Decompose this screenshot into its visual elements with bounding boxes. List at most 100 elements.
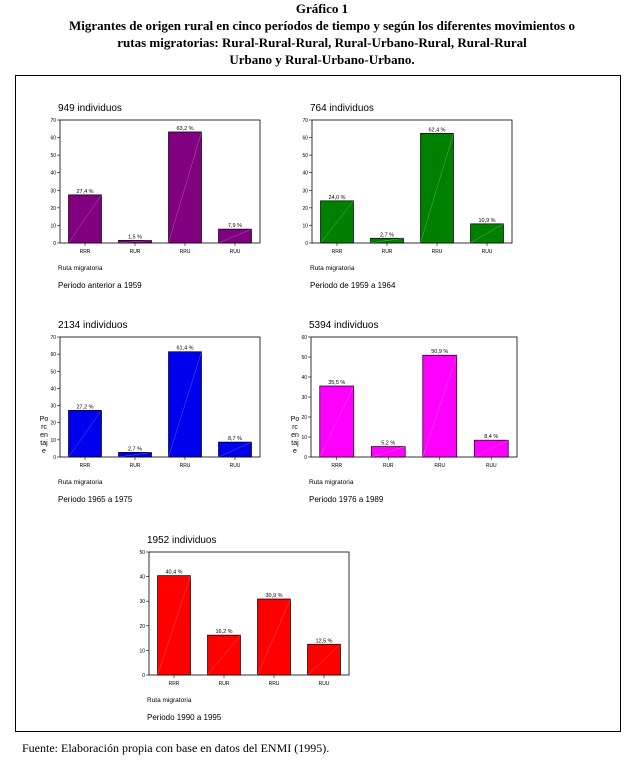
bar-sheen [422,355,457,458]
y-tick-label: 50 [50,369,56,375]
x-tick-label: RRU [434,463,445,469]
bar-chart-3: 2134 individuos 0 10 20 30 40 50 60 70 27,2 % RRR 2… [40,320,261,504]
data-label: 12,5 % [315,638,332,644]
bar-sheen [319,385,354,458]
data-label: 7,9 % [228,223,242,229]
bar-sheen [168,351,202,458]
data-label: 10,9 % [478,218,495,224]
y-tick-label: 40 [50,386,56,392]
data-label: 30,9 % [265,593,282,599]
y-tick-label: 40 [301,375,307,381]
bar-rrr [68,410,102,458]
chart-title: 764 individuos [310,103,374,114]
data-label: 27,2 % [76,404,93,410]
bar-rrr [319,385,355,458]
data-label: 16,2 % [215,629,232,635]
x-tick-label: RUU [486,463,497,469]
bar-rrr [157,575,191,676]
y-axis-label: Po rc en taj e [291,416,300,455]
bar-sheen [371,446,406,458]
y-tick-label: 30 [139,599,145,605]
y-tick-label: 30 [50,404,56,410]
y-tick-label: 70 [50,335,56,341]
y-tick-label: 20 [139,624,145,630]
period-label: Periodo 1965 a 1975 [58,495,133,504]
x-tick-label: RRR [169,681,180,687]
bar-sheen [207,635,241,676]
chart-title: 1952 individuos [147,535,217,546]
y-tick-label: 30 [302,188,308,194]
bar-sheen [218,441,252,458]
bar-sheen [257,598,291,676]
x-axis-label: Ruta migratoria [147,697,192,704]
x-tick-label: RUR [130,463,141,469]
data-label: 2,7 % [128,446,142,452]
period-label: Periodo de 1959 a 1964 [310,281,396,290]
data-label: 1,5 % [128,234,142,240]
bar-rru [257,598,291,676]
bar-rru [420,133,454,244]
figure-title-line-2: rutas migratorias: Rural-Rural-Rural, Ru… [117,35,527,50]
y-tick-label: 0 [142,673,145,679]
data-label: 35,5 % [328,380,345,386]
y-tick-label: 70 [50,118,56,124]
y-tick-label: 10 [50,438,56,444]
bar-rru [422,354,458,458]
y-tick-label: 10 [50,223,56,229]
bar-rur [207,634,241,676]
x-axis-label: Ruta migratoria [309,479,354,486]
data-label: 61,4 % [176,346,193,352]
y-tick-label: 20 [301,415,307,421]
x-tick-label: RUU [482,249,493,255]
figure-title-line-1: Migrantes de origen rural en cinco perío… [69,18,575,33]
y-tick-label: 50 [50,153,56,159]
bar-chart-1: 949 individuos 0 10 20 30 40 50 60 70 27,4 % RRR 1,… [50,103,261,290]
y-tick-label: 0 [305,241,308,247]
bar-rrr [68,194,102,244]
x-axis-label: Ruta migratoria [58,479,103,486]
bar-sheen [320,200,354,244]
bar-sheen [168,131,202,244]
bar-sheen [470,223,504,244]
y-tick-label: 10 [301,435,307,441]
x-tick-label: RUU [319,681,330,687]
y-tick-label: 10 [302,223,308,229]
figure-title-block: Gráfico 1 Migrantes de origen rural en c… [0,0,644,68]
y-tick-label: 20 [50,206,56,212]
data-label: 8,4 % [484,434,498,440]
data-label: 50,9 % [431,349,448,355]
x-tick-label: RRU [180,463,191,469]
data-label: 24,0 % [328,195,345,201]
x-tick-label: RRU [180,249,191,255]
y-tick-label: 60 [50,352,56,358]
figure-frame [15,75,621,732]
y-tick-label: 0 [53,455,56,461]
x-tick-label: RUR [383,463,394,469]
y-tick-label: 10 [139,648,145,654]
y-tick-label: 50 [301,355,307,361]
bar-sheen [68,410,102,458]
y-tick-label: 70 [302,118,308,124]
chart-title: 949 individuos [58,103,122,114]
y-tick-label: 30 [301,395,307,401]
y-tick-label: 40 [302,171,308,177]
x-tick-label: RRR [80,463,91,469]
bar-sheen [118,240,152,244]
bar-sheen [370,238,404,244]
x-tick-label: RRU [269,681,280,687]
bar-chart-5: 1952 individuos 0 10 20 30 40 50 40,4 % RRR 16,2 … [139,535,350,722]
x-axis-label: Ruta migratoria [310,265,355,272]
bar-chart-2: 764 individuos 0 10 20 30 40 50 60 70 24,0 % RRR 2,… [302,103,513,290]
x-tick-label: RUR [382,249,393,255]
bar-chart-4: 5394 individuos 0 10 20 30 40 50 60 35,5 % RRR 5,2… [291,320,518,504]
y-tick-label: 50 [302,153,308,159]
bar-rru [168,131,202,244]
bar-sheen [157,575,191,676]
data-label: 62,4 % [428,127,445,133]
data-label: 8,7 % [228,436,242,442]
bar-sheen [68,194,102,244]
x-tick-label: RUR [130,249,141,255]
bar-sheen [474,440,509,458]
x-tick-label: RRU [432,249,443,255]
y-tick-label: 60 [301,335,307,341]
